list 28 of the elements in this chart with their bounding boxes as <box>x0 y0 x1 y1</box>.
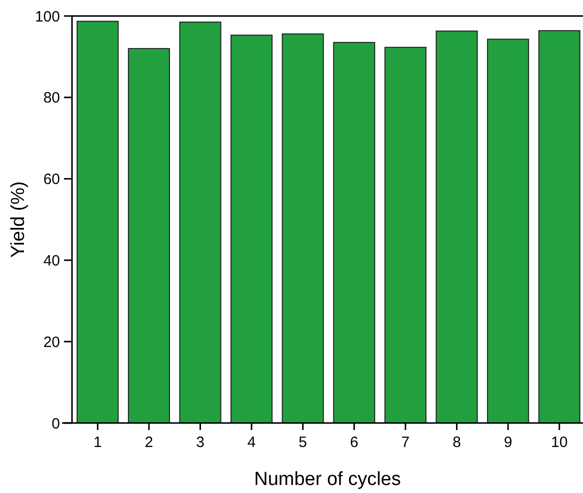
y-tick-label: 40 <box>43 252 60 270</box>
bar <box>384 46 426 424</box>
x-tick-label: 5 <box>298 434 308 451</box>
y-tick-label: 20 <box>43 334 60 351</box>
bar <box>179 22 222 424</box>
bar <box>282 33 324 424</box>
x-tick-label: 6 <box>350 434 358 451</box>
x-tick-label: 8 <box>452 434 461 451</box>
x-tick-label: 1 <box>93 434 102 451</box>
bar <box>436 30 478 424</box>
bar <box>76 20 119 424</box>
y-tick-label: 60 <box>43 171 60 188</box>
bar <box>538 30 580 424</box>
y-tick-label: 80 <box>43 90 60 107</box>
x-axis-title: Number of cycles <box>254 469 401 490</box>
x-tick-label: 9 <box>504 434 512 451</box>
x-tick-label: 7 <box>401 434 410 451</box>
y-tick-label: 100 <box>34 8 60 26</box>
x-tick-label: 3 <box>196 434 204 451</box>
x-tick-label: 10 <box>551 434 568 451</box>
y-axis-title: Yield (%) <box>8 181 29 258</box>
bar <box>230 34 273 424</box>
bar <box>487 38 530 424</box>
bar <box>128 48 170 424</box>
bar <box>333 42 376 424</box>
x-tick-label: 4 <box>247 434 256 451</box>
x-tick-label: 2 <box>144 434 154 451</box>
y-tick-label: 0 <box>52 415 60 432</box>
